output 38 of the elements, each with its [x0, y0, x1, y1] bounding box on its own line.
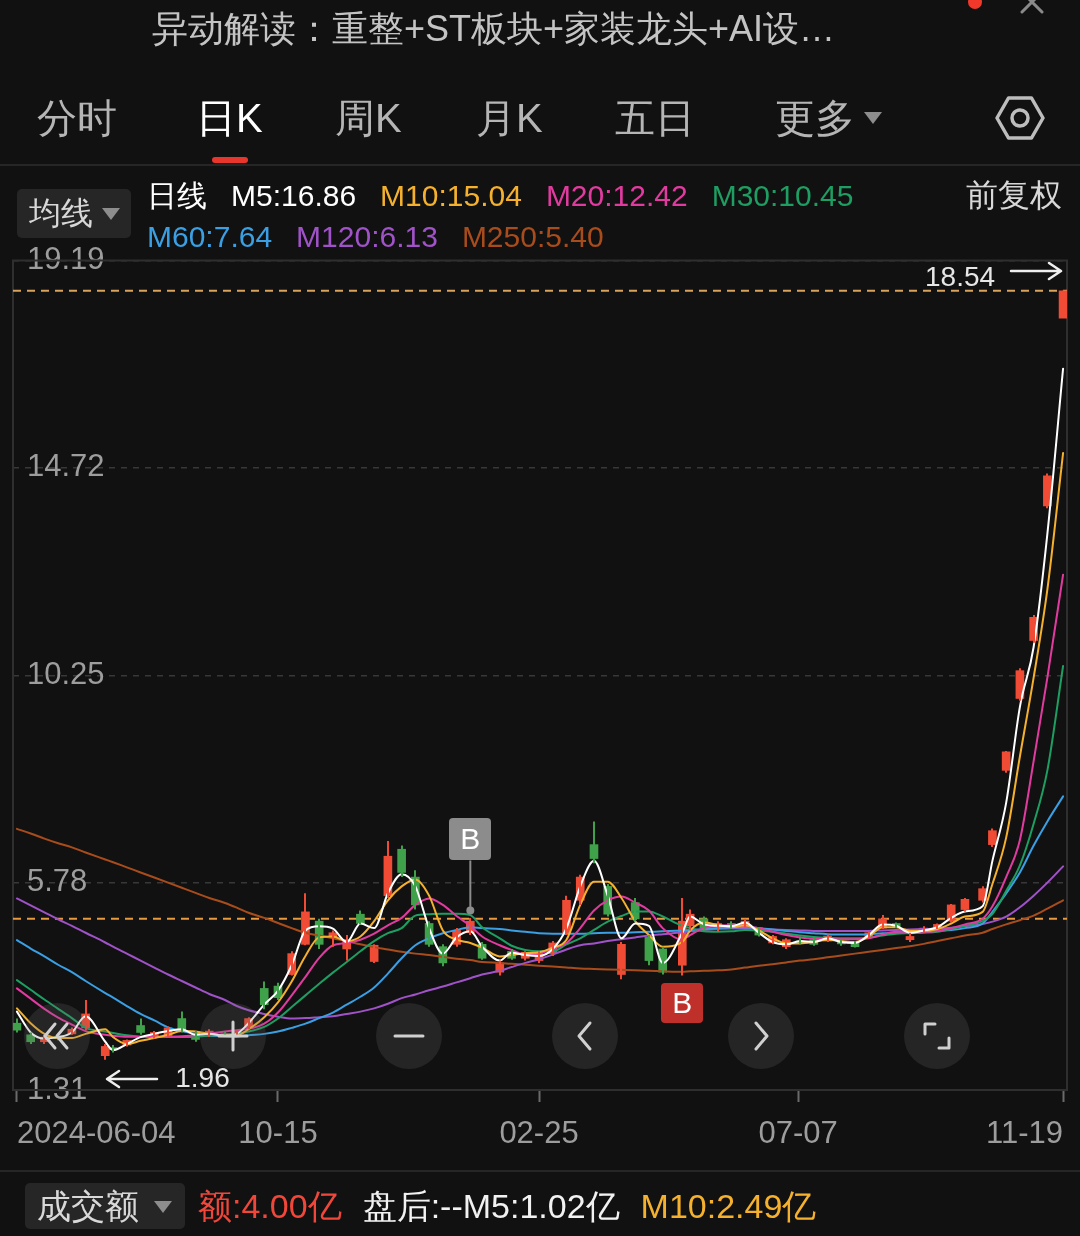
text: 日线	[147, 178, 207, 214]
annotation: 1.96	[175, 1061, 230, 1093]
y-tick-label: 14.72	[27, 448, 105, 484]
text: 盘后:--M5:1.02亿	[362, 1186, 620, 1227]
x-tick-label: 2024-06-04	[16, 1115, 176, 1151]
dropdown-field: 均线	[17, 189, 131, 238]
x-tick-label: 10-15	[238, 1115, 318, 1151]
y-tick-label: 10.25	[27, 655, 105, 691]
text: 周K	[335, 95, 402, 142]
chart-title: 异动解读：重整+ST板块+家装龙头+AI设…	[152, 7, 836, 51]
text: M20:12.42	[545, 178, 688, 214]
x-tick-label: 02-25	[499, 1115, 579, 1151]
text: M250:5.40	[461, 219, 604, 255]
badge: B	[661, 983, 704, 1024]
text: M10:2.49亿	[640, 1186, 817, 1227]
line-series	[15, 865, 1065, 1020]
x-tick-label: 07-07	[758, 1115, 838, 1151]
x-tick-label: 11-19	[986, 1115, 1064, 1151]
text: 月K	[476, 95, 543, 142]
badge: B	[449, 818, 492, 861]
text: 日K	[196, 95, 263, 142]
text: M5:16.86	[231, 178, 357, 214]
y-tick-label: 5.78	[27, 863, 88, 899]
line-series	[15, 827, 1065, 973]
y-tick-label: 19.19	[27, 241, 105, 277]
text: 前复权	[966, 176, 1062, 215]
line-series	[15, 573, 1065, 1038]
text: M60:7.64	[147, 219, 273, 255]
text: 更多	[775, 95, 855, 142]
text: M10:15.04	[380, 178, 522, 214]
annotation: 18.54	[925, 261, 996, 293]
text: 额:4.00亿	[198, 1186, 342, 1227]
line-series	[15, 795, 1065, 1038]
dropdown-field: 成交额	[25, 1183, 185, 1229]
text: M120:6.13	[296, 219, 438, 255]
text: M30:10.45	[711, 178, 854, 214]
text: 分时	[37, 95, 117, 142]
text: 五日	[615, 95, 695, 142]
